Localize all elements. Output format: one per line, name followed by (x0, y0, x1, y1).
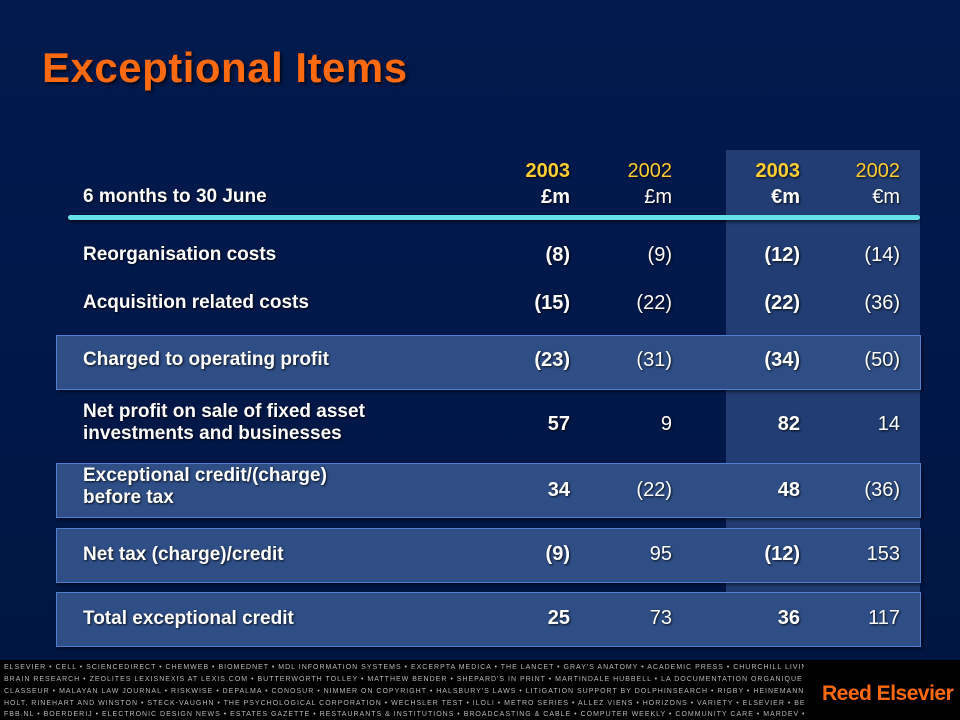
cell-value: (8) (545, 244, 570, 266)
cell-value: 95 (649, 543, 672, 565)
cell-value: 48 (777, 479, 800, 501)
row-label-acquisition: Acquisition related costs (83, 292, 309, 313)
page-title: Exceptional Items (42, 44, 408, 91)
row-label-line: investments and businesses (83, 423, 342, 444)
footer-brand-line: ELSEVIER • CELL • SCIENCEDIRECT • CHEMWE… (4, 664, 804, 671)
cell-value: 14 (877, 413, 900, 435)
column-header-2003-gbp: 2003 £m (490, 158, 571, 210)
row-label-exceptional-before-tax: Exceptional credit/(charge) before tax (83, 465, 327, 509)
column-year: 2003 (525, 160, 571, 182)
cell-value: (15) (534, 292, 570, 314)
cell-value: 9 (660, 413, 672, 435)
row-label-line: Net profit on sale of fixed asset (83, 401, 365, 422)
row-label-total: Total exceptional credit (83, 608, 294, 629)
footer-brand-line: HOLT, RINEHART AND WINSTON • STECK-VAUGH… (4, 700, 804, 707)
column-header-2002-eur: 2002 €m (820, 158, 901, 210)
cell-value: (12) (764, 543, 800, 565)
cell-value: (12) (764, 244, 800, 266)
cell-value: 82 (777, 413, 800, 435)
column-currency: €m (771, 186, 800, 208)
row-box-net-tax (56, 528, 921, 583)
footer-brand-line: FBB.NL • BOERDERIJ • ELECTRONIC DESIGN N… (4, 711, 804, 718)
cell-value: (9) (545, 543, 570, 565)
row-label-net-profit-sale: Net profit on sale of fixed asset invest… (83, 401, 365, 445)
cell-value: (36) (864, 479, 900, 501)
reed-elsevier-logo: Reed Elsevier (822, 682, 954, 705)
column-year: 2002 (627, 160, 673, 182)
cell-value: 153 (866, 543, 900, 565)
cell-value: (14) (864, 244, 900, 266)
column-currency: €m (872, 186, 900, 208)
row-box-total (56, 592, 921, 647)
cell-value: (50) (864, 349, 900, 371)
footer-brands-strip (0, 660, 960, 720)
footer-brand-line: BRAIN RESEARCH • ZEOLITES LEXISNEXIS AT … (4, 676, 804, 683)
column-year: 2002 (855, 160, 901, 182)
row-label-line: Exceptional credit/(charge) (83, 465, 327, 486)
cell-value: (9) (647, 244, 672, 266)
cell-value: 36 (777, 607, 800, 629)
cell-value: (22) (636, 479, 672, 501)
cell-value: (23) (534, 349, 570, 371)
column-currency: £m (541, 186, 570, 208)
cell-value: 34 (547, 479, 570, 501)
column-header-2002-gbp: 2002 £m (592, 158, 673, 210)
cell-value: (34) (764, 349, 800, 371)
header-divider (68, 215, 920, 220)
row-label-charged: Charged to operating profit (83, 349, 329, 370)
cell-value: 73 (649, 607, 672, 629)
column-header-2003-eur: 2003 €m (720, 158, 801, 210)
column-year: 2003 (755, 160, 801, 182)
period-label: 6 months to 30 June (83, 186, 267, 207)
row-box-exceptional-before-tax (56, 463, 921, 518)
row-label-line: before tax (83, 487, 174, 508)
row-label-reorganisation: Reorganisation costs (83, 244, 277, 265)
cell-value: (31) (636, 349, 672, 371)
row-label-net-tax: Net tax (charge)/credit (83, 544, 284, 565)
cell-value: (22) (636, 292, 672, 314)
cell-value: 57 (547, 413, 570, 435)
cell-value: (22) (764, 292, 800, 314)
footer-brand-line: CLASSEUR • MALAYAN LAW JOURNAL • RISKWIS… (4, 688, 804, 695)
row-box-charged (56, 335, 921, 390)
column-currency: £m (644, 186, 672, 208)
cell-value: (36) (864, 292, 900, 314)
cell-value: 117 (868, 607, 900, 629)
cell-value: 25 (547, 607, 570, 629)
